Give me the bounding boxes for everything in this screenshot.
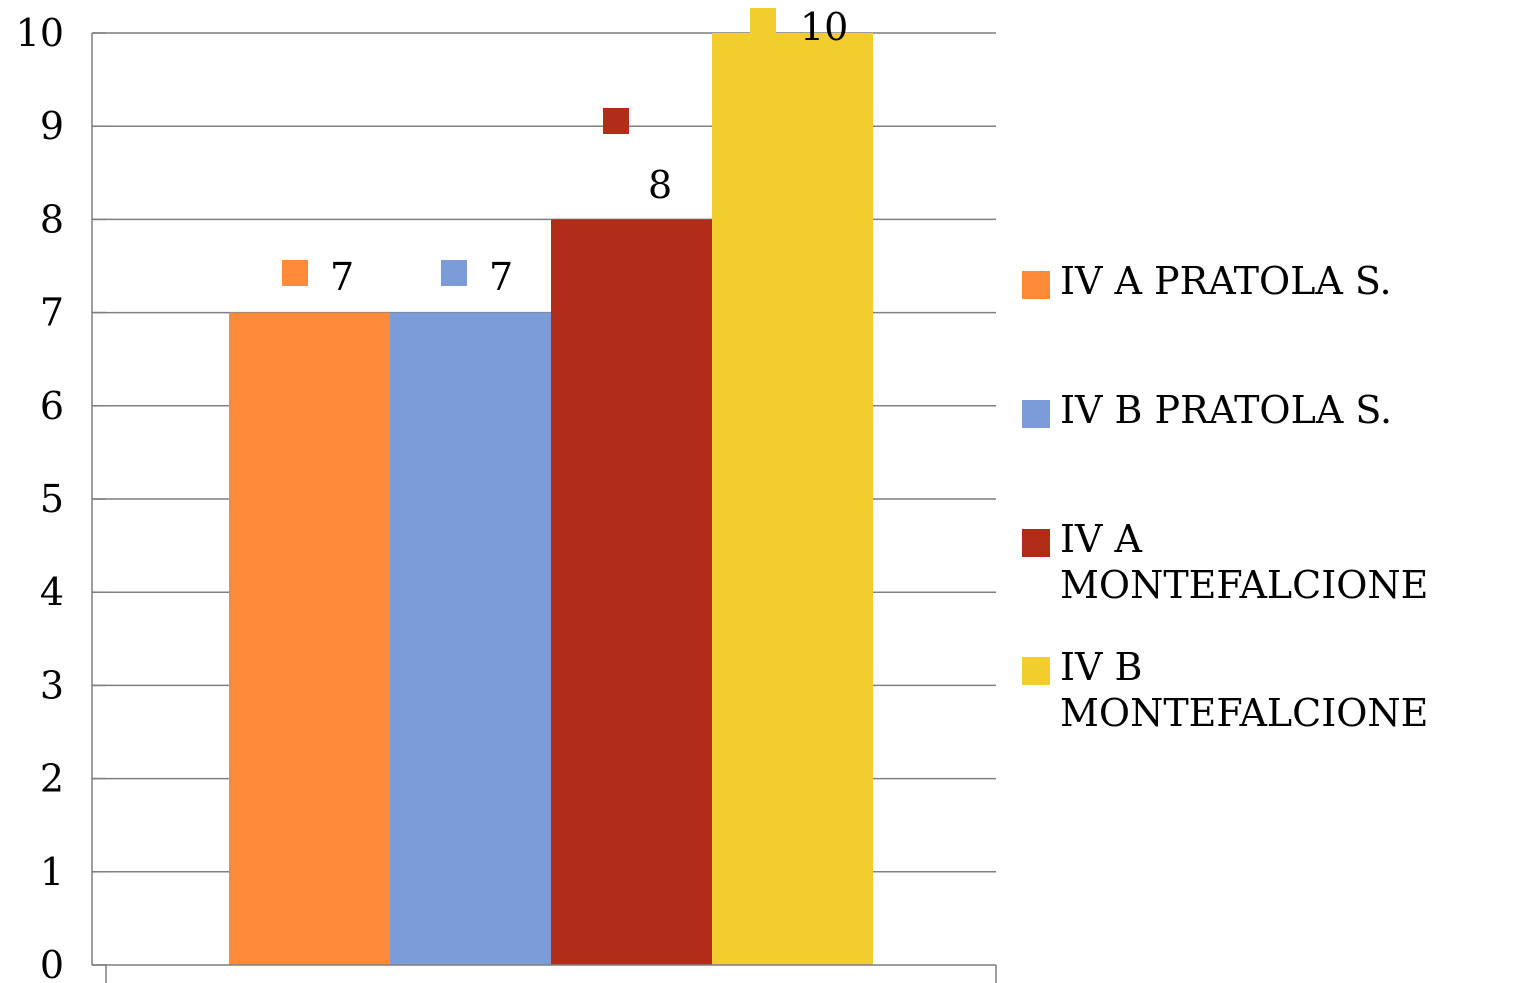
- data-label: 7: [330, 255, 354, 299]
- legend-item-2: IV B PRATOLA S.: [1022, 387, 1392, 433]
- legend-label-3: IV A MONTEFALCIONE: [1060, 517, 1429, 607]
- legend-swatch-1: [1022, 271, 1050, 299]
- legend-swatch-2: [1022, 400, 1050, 428]
- bar: [551, 219, 712, 965]
- legend-label-1: IV A PRATOLA S.: [1060, 259, 1392, 303]
- data-label-key: [441, 260, 467, 286]
- y-tick-label: 10: [16, 11, 64, 55]
- data-label-key: [282, 260, 308, 286]
- bar: [390, 312, 551, 966]
- legend-item-3: IV A MONTEFALCIONE: [1022, 516, 1428, 608]
- legend-item-4: IV B MONTEFALCIONE: [1022, 644, 1428, 736]
- legend-swatch-3: [1022, 529, 1050, 557]
- bar: [712, 33, 873, 965]
- axes: [91, 33, 997, 983]
- data-label: 7: [489, 255, 513, 299]
- y-tick-label: 1: [40, 850, 64, 894]
- data-label: 8: [648, 163, 672, 207]
- data-label: 10: [800, 5, 848, 49]
- y-tick-label: 4: [40, 570, 64, 614]
- legend-swatch-4: [1022, 657, 1050, 685]
- y-axis-tick-labels: 0 1 2 3 4 5 6 7 8 9 10: [16, 11, 64, 983]
- data-label-key: [603, 108, 629, 134]
- legend-label-4: IV B MONTEFALCIONE: [1060, 645, 1429, 735]
- y-tick-label: 2: [40, 757, 64, 801]
- y-tick-label: 5: [40, 477, 64, 521]
- y-tick-label: 6: [40, 384, 64, 428]
- y-tick-label: 8: [40, 197, 64, 241]
- y-tick-label: 7: [40, 291, 64, 335]
- legend-item-1: IV A PRATOLA S.: [1022, 258, 1392, 304]
- legend-label-2: IV B PRATOLA S.: [1060, 388, 1393, 432]
- y-tick-label: 9: [40, 104, 64, 148]
- bar: [229, 312, 390, 966]
- y-tick-label: 3: [40, 663, 64, 707]
- legend: IV A PRATOLA S. IV B PRATOLA S. IV A MON…: [1022, 0, 1521, 983]
- data-labels: 7 7 8 10: [282, 5, 848, 299]
- y-tick-label: 0: [40, 943, 64, 983]
- data-label-key: [750, 8, 776, 34]
- bars: [229, 33, 873, 966]
